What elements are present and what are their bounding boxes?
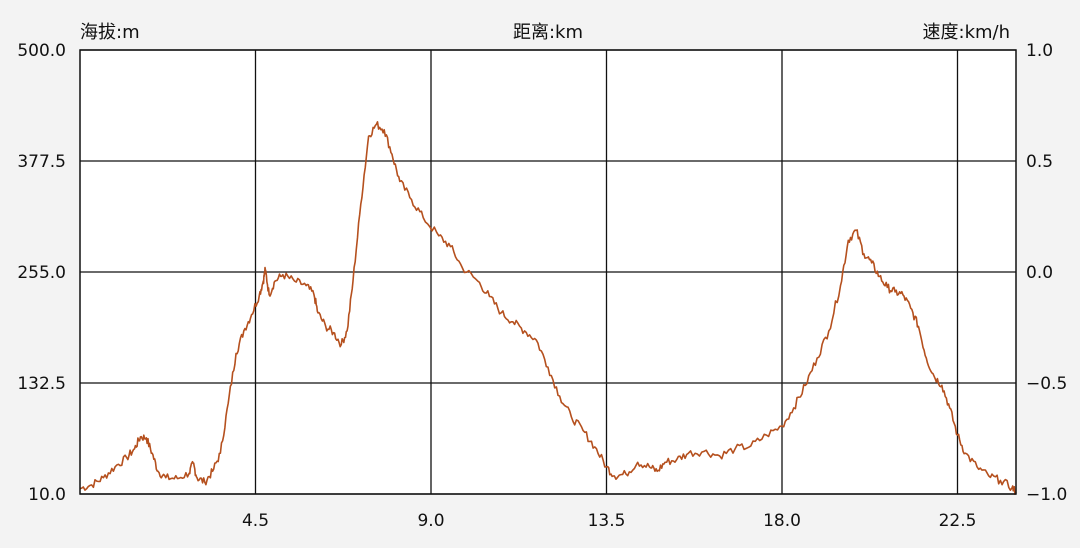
y-tick-label: 377.5 <box>17 152 66 172</box>
x-tick-label: 13.5 <box>588 511 626 531</box>
y2-tick-label: 1.0 <box>1026 41 1053 61</box>
header-right-label: 速度:km/h <box>923 22 1011 43</box>
y2-tick-label: 0.5 <box>1026 152 1053 172</box>
y-tick-label: 255.0 <box>17 263 66 283</box>
plot-frame <box>79 49 1017 495</box>
series-layer <box>79 121 1017 496</box>
header-left-label: 海拔:m <box>80 22 140 43</box>
x-tick-label: 4.5 <box>242 511 269 531</box>
y2-tick-label: −1.0 <box>1026 485 1067 505</box>
y2-tick-label: −0.5 <box>1026 374 1067 394</box>
y-tick-label: 132.5 <box>17 374 66 394</box>
tick-layer: 4.5 9.0 13.5 18.0 22.5 10.0 132.5 255.0 377.5 500… <box>17 41 1067 531</box>
y-tick-label: 10.0 <box>28 485 66 505</box>
x-tick-label: 18.0 <box>763 511 801 531</box>
y-tick-label: 500.0 <box>17 41 66 61</box>
x-tick-label: 22.5 <box>939 511 977 531</box>
elevation-line <box>79 121 1017 496</box>
header-center-label: 距离:km <box>513 22 583 43</box>
y2-tick-label: 0.0 <box>1026 263 1053 283</box>
x-tick-label: 9.0 <box>417 511 444 531</box>
